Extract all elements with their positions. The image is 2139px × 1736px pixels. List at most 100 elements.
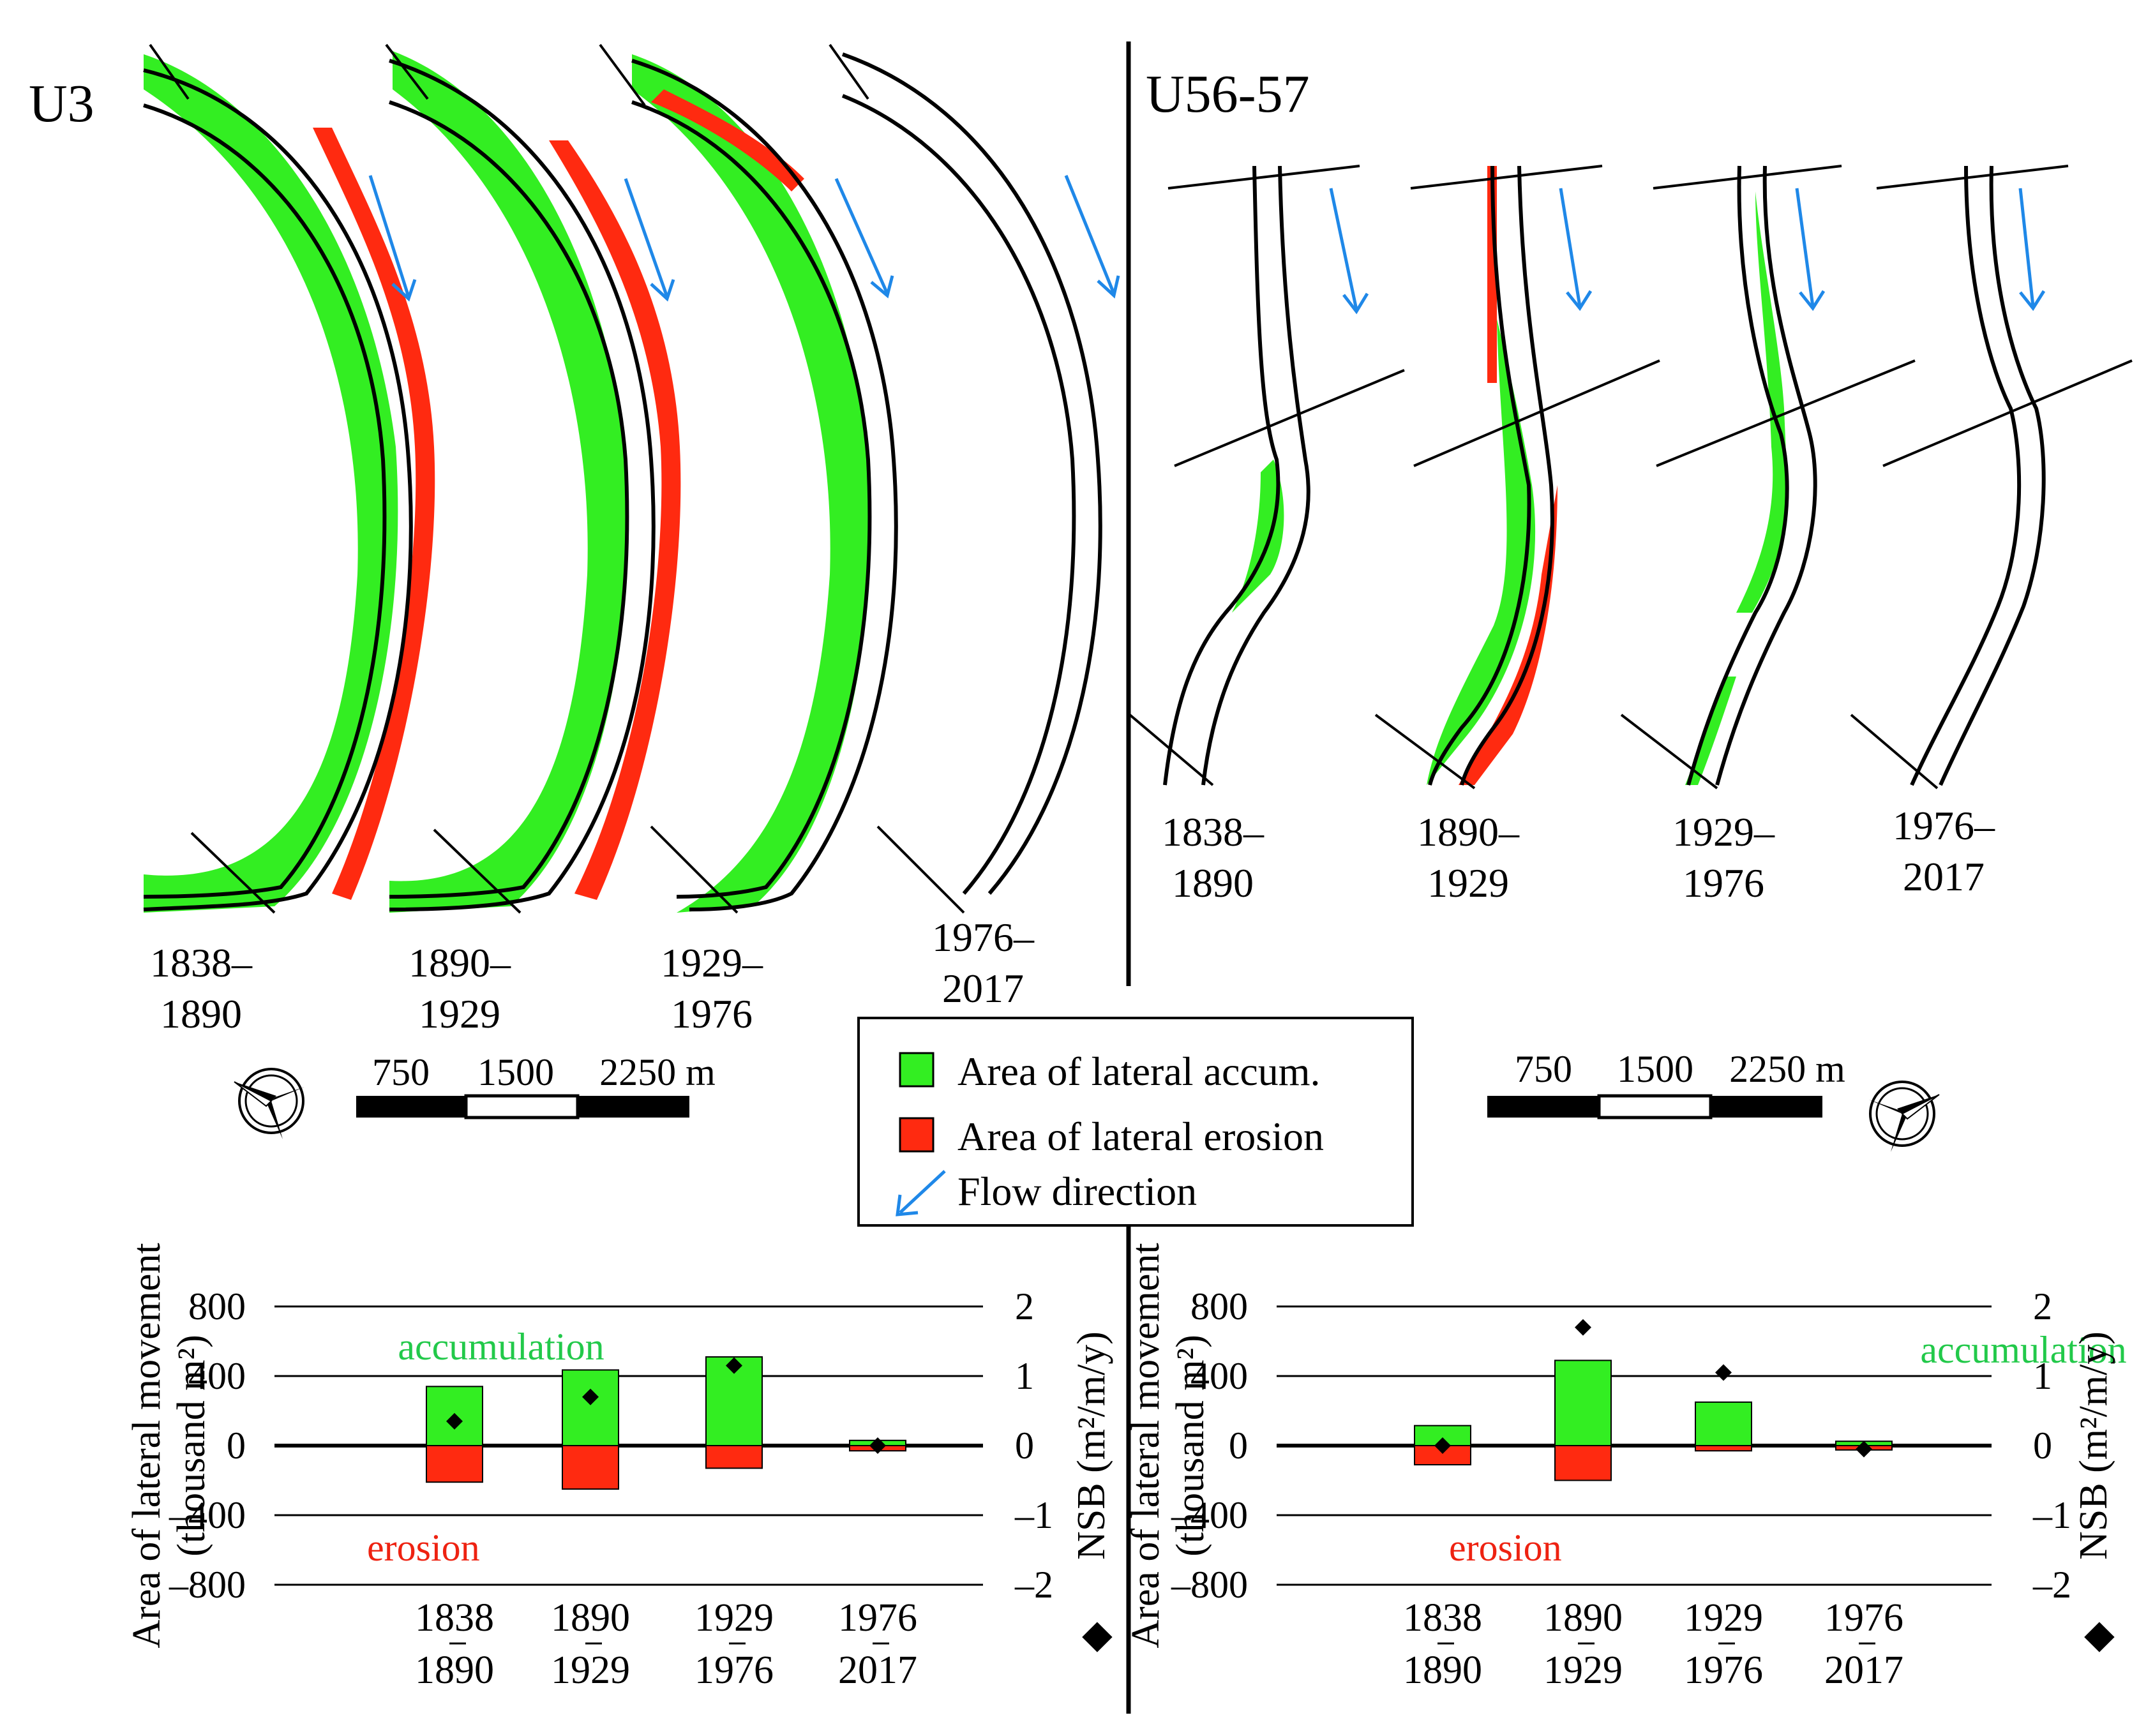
period-label-start: 1838– (1162, 809, 1265, 855)
channel-map-u3-1890-1929 (385, 43, 681, 914)
map-panel-u56-57: U56-57 (1129, 64, 2133, 1153)
chart-u3: 800 2 400 1 0 0 –400 –1 –800 –2 1838 1890 1890 1929 19… (125, 1243, 1116, 1692)
y2-tick-label: –2 (2032, 1564, 2071, 1606)
x-tick-label-top: 1929 (1684, 1596, 1763, 1640)
x-tick-label-bottom: 1929 (1543, 1649, 1623, 1692)
x-tick-label-bottom: 1890 (1403, 1649, 1482, 1692)
period-label-start: 1890– (1417, 809, 1520, 855)
y-axis-label-line2: (thousand m²) (170, 1335, 213, 1556)
nsb-point (869, 1437, 886, 1454)
x-tick-label-top: 1976 (1824, 1596, 1903, 1640)
period-label-end: 1929 (1427, 860, 1509, 906)
channel-map-u56-57-1890-1929 (1374, 165, 1660, 789)
erosion-bar (426, 1445, 483, 1483)
scale-label: 1500 (1617, 1048, 1693, 1090)
x-tick-label-bottom: 1929 (551, 1649, 630, 1692)
erosion-bar (562, 1445, 619, 1490)
y-axis-label-line2: (thousand m²) (1169, 1335, 1212, 1556)
y-tick-label: –400 (1171, 1494, 1248, 1536)
flow-arrow-icon (1329, 188, 2046, 315)
y2-axis-label: NSB (m²/m/y) ◆ (1070, 1331, 1116, 1652)
y2-tick-label: 0 (1015, 1425, 1034, 1467)
nsb-point (1434, 1437, 1451, 1454)
y-axis-label-line1: Area of lateral movement (125, 1243, 169, 1648)
nsb-point (446, 1412, 463, 1430)
x-tick-label-top: 1929 (694, 1596, 774, 1640)
accumulation-annotation: accumulation (1920, 1329, 2126, 1371)
y-tick-label: –400 (169, 1494, 246, 1536)
north-arrow-icon (233, 1068, 306, 1141)
scale-label: 2250 m (599, 1051, 716, 1093)
erosion-annotation: erosion (1449, 1527, 1562, 1569)
x-tick-label-bottom: 2017 (838, 1649, 917, 1692)
y-axis-label: Area of lateral movement (thousand m²) (125, 1243, 213, 1648)
scale-label: 1500 (477, 1051, 554, 1093)
scale-label: 2250 m (1729, 1048, 1845, 1090)
panel-label-u3: U3 (29, 74, 94, 133)
scale-label: 750 (372, 1051, 430, 1093)
map-panel-u3: U3 (29, 43, 1120, 1141)
x-tick-label-top: 1890 (551, 1596, 630, 1640)
nsb-marker-icon: ◆ (2075, 1622, 2119, 1652)
legend-accum-label: Area of lateral accum. (957, 1049, 1321, 1094)
green-square-icon (899, 1052, 934, 1088)
y-tick-label: –800 (1171, 1564, 1248, 1606)
red-square-icon (899, 1117, 934, 1153)
period-label-end: 1976 (671, 991, 753, 1036)
period-label-start: 1976– (932, 915, 1035, 960)
blue-arrow-icon (896, 1170, 946, 1216)
nsb-point (582, 1388, 599, 1405)
nsb-marker-icon: ◆ (1073, 1622, 1116, 1652)
chart-u56-57: 800 2 400 1 0 0 –400 –1 –800 –2 1838 1890 1890 1929 19… (1124, 1243, 2127, 1692)
y-axis-label-line1: Area of lateral movement (1124, 1243, 1167, 1648)
x-tick-label-bottom: 1976 (694, 1649, 774, 1692)
accumulation-bar (1554, 1359, 1612, 1447)
channel-map-u56-57-1929-1976 (1620, 165, 1916, 789)
period-label-start: 1976– (1893, 803, 1995, 848)
erosion-bar (705, 1445, 763, 1469)
panel-label-u56-57: U56-57 (1146, 64, 1310, 124)
y-tick-label: 400 (1190, 1355, 1248, 1397)
y2-tick-label: –1 (1014, 1494, 1053, 1536)
y2-tick-label: –2 (1014, 1564, 1053, 1606)
period-label-end: 1890 (160, 991, 242, 1036)
accumulation-annotation: accumulation (398, 1326, 604, 1368)
channel-map-u3-1976-2017 (829, 43, 1102, 914)
y2-tick-label: –1 (2032, 1494, 2071, 1536)
period-label-start: 1929– (1672, 809, 1775, 855)
y-tick-label: 0 (227, 1425, 246, 1467)
legend-flow-label: Flow direction (957, 1169, 1197, 1214)
y-tick-label: 800 (188, 1285, 246, 1328)
y2-axis-label-text: NSB (m²/m/y) (2072, 1331, 2115, 1560)
y-tick-label: –800 (169, 1564, 246, 1606)
channel-map-u3-1929-1976 (599, 43, 898, 914)
x-tick-label-top: 1976 (838, 1596, 917, 1640)
scale-bar: 750 1500 2250 m (356, 1051, 716, 1119)
period-label-end: 1976 (1683, 860, 1764, 906)
nsb-point (726, 1357, 742, 1374)
y2-tick-label: 0 (2033, 1425, 2052, 1467)
nsb-point (1856, 1440, 1872, 1458)
y2-tick-label: 1 (1015, 1355, 1034, 1397)
accumulation-bar (562, 1369, 619, 1446)
period-label-end: 1890 (1172, 860, 1254, 906)
period-label-end: 1929 (419, 991, 500, 1036)
y2-tick-label: 2 (2033, 1285, 2052, 1328)
accumulation-bar (1695, 1401, 1752, 1446)
erosion-bar (1554, 1445, 1612, 1481)
y2-axis-label-text: NSB (m²/m/y) (1070, 1331, 1113, 1560)
y-axis-label: Area of lateral movement (thousand m²) (1124, 1243, 1212, 1648)
period-label-start: 1838– (150, 940, 253, 985)
y-tick-label: 0 (1229, 1425, 1248, 1467)
legend-erosion-label: Area of lateral erosion (957, 1114, 1324, 1159)
x-tick-label-top: 1838 (415, 1596, 494, 1640)
nsb-point (1575, 1319, 1591, 1336)
flow-arrow-icon (368, 175, 1120, 302)
x-tick-label-top: 1890 (1543, 1596, 1623, 1640)
x-tick-label-top: 1838 (1403, 1596, 1482, 1640)
x-tick-label-bottom: 1976 (1684, 1649, 1763, 1692)
channel-map-u56-57-1976-2017 (1850, 165, 2133, 789)
nsb-point (1715, 1364, 1732, 1381)
y2-tick-label: 2 (1015, 1285, 1034, 1328)
